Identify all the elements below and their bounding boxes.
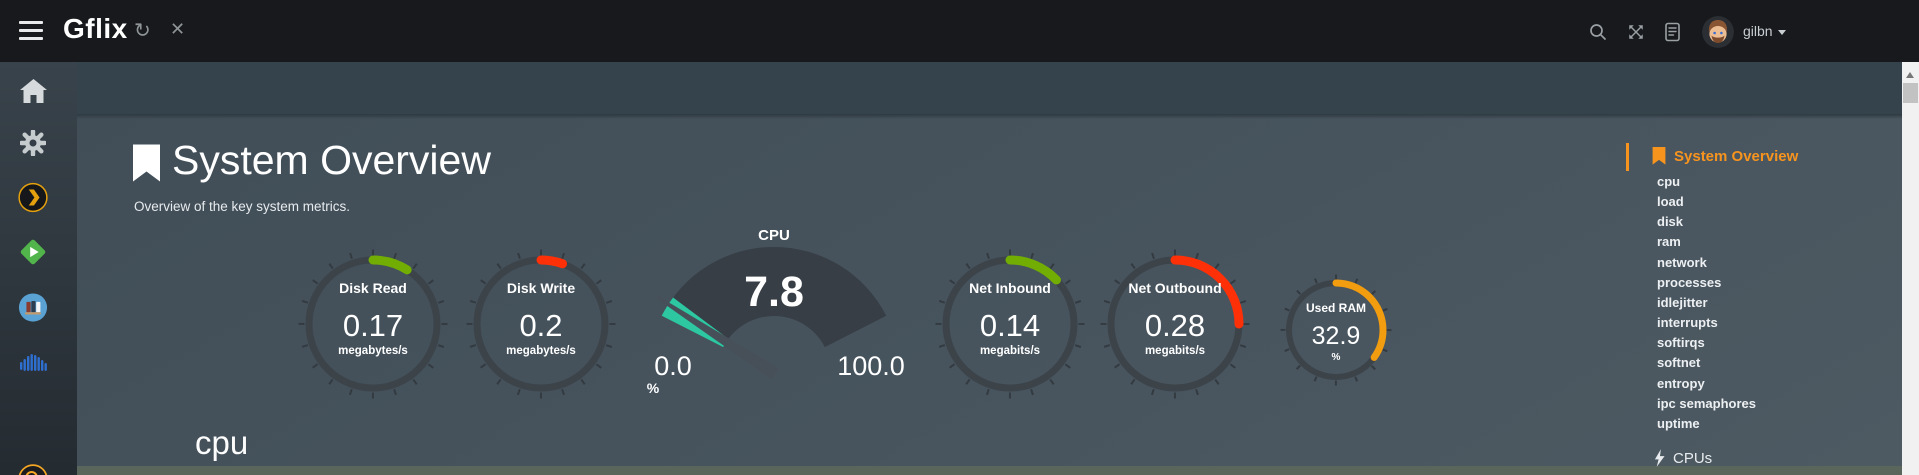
search-app-icon[interactable] xyxy=(18,464,48,475)
menu-item-softnet[interactable]: softnet xyxy=(1657,355,1701,371)
close-icon[interactable]: ✕ xyxy=(170,19,186,39)
gauge-title: Disk Read xyxy=(339,280,407,296)
gauge-net-outbound[interactable]: Net Outbound 0.28 megabits/s xyxy=(1095,244,1255,404)
app-sidebar xyxy=(0,62,77,475)
soundwave-cloud-app-icon[interactable] xyxy=(18,347,48,377)
gauge-value: 0.2 xyxy=(519,308,563,343)
library-app-icon[interactable] xyxy=(18,292,48,322)
app-logo[interactable]: Gflix xyxy=(63,13,128,44)
gauge-title: Net Inbound xyxy=(969,280,1051,296)
fullscreen-icon[interactable] xyxy=(1627,23,1645,41)
lightning-icon xyxy=(1654,449,1665,467)
menu-item-network[interactable]: network xyxy=(1657,254,1707,270)
menu-sub-label: CPUs xyxy=(1673,449,1713,467)
chart-top-edge xyxy=(77,466,1902,475)
gauge-used-ram[interactable]: Used RAM 32.9 % xyxy=(1276,270,1396,390)
gauge-title: CPU xyxy=(758,227,790,244)
caret-down-icon xyxy=(1777,29,1786,35)
menu-item-system-overview[interactable]: System Overview xyxy=(1652,147,1798,166)
bookmark-icon xyxy=(1652,147,1666,165)
gauge-disk-read-dial xyxy=(298,249,448,399)
top-app-bar: Gflix ↻ ✕ xyxy=(0,0,1919,62)
emby-app-icon[interactable] xyxy=(18,237,48,267)
page-title: System Overview xyxy=(172,137,491,183)
gauge-title: Net Outbound xyxy=(1128,280,1222,296)
scrollbar-up-arrow[interactable] xyxy=(1906,72,1914,78)
gauge-net-inbound[interactable]: Net Inbound 0.14 megabits/s xyxy=(930,244,1090,404)
menu-item-ipc-semaphores[interactable]: ipc semaphores xyxy=(1657,395,1756,411)
gauge-unit: megabytes/s xyxy=(506,345,576,357)
navbar-shadow xyxy=(77,114,1902,119)
bookmark-icon xyxy=(133,144,160,182)
gauge-value: 0.28 xyxy=(1144,308,1206,343)
hamburger-menu-icon[interactable] xyxy=(19,21,43,40)
menu-item-cpus[interactable]: CPUs xyxy=(1654,449,1712,467)
gauge-unit: megabits/s xyxy=(1144,345,1206,357)
menu-item-softirqs[interactable]: softirqs xyxy=(1657,335,1705,351)
settings-gear-icon[interactable] xyxy=(18,128,48,158)
gauge-min-label: 0.0 xyxy=(654,351,692,381)
menu-item-ram[interactable]: ram xyxy=(1657,234,1681,250)
gauge-used-ram-dial xyxy=(1280,274,1392,386)
menu-item-entropy[interactable]: entropy xyxy=(1657,375,1705,391)
gauge-title: Used RAM xyxy=(1305,301,1366,315)
gauge-value: 0.17 xyxy=(342,308,404,343)
menu-item-interrupts[interactable]: interrupts xyxy=(1657,315,1718,331)
gauge-unit: % xyxy=(646,380,660,396)
active-section-indicator xyxy=(1626,143,1629,171)
menu-item-disk[interactable]: disk xyxy=(1657,214,1684,230)
gauge-unit: megabytes/s xyxy=(338,345,408,357)
news-icon[interactable] xyxy=(1664,22,1682,42)
page-scrollbar[interactable] xyxy=(1902,62,1919,475)
gauge-unit: % xyxy=(1331,352,1341,363)
user-menu[interactable]: gilbn xyxy=(1743,23,1786,39)
scrollbar-thumb[interactable] xyxy=(1903,83,1918,103)
gauge-disk-write[interactable]: Disk Write 0.2 megabytes/s xyxy=(461,244,621,404)
home-icon[interactable] xyxy=(18,76,48,106)
gauge-value: 7.8 xyxy=(744,268,804,316)
menu-item-idlejitter[interactable]: idlejitter xyxy=(1657,294,1708,310)
gauge-max-label: 100.0 xyxy=(837,351,905,381)
gauge-net-inbound-dial xyxy=(935,249,1085,399)
dashboard-navbar: my-netdata Nostromo Alarms 3 Settings xyxy=(0,62,1902,163)
gauge-disk-write-dial xyxy=(466,249,616,399)
gauge-unit: megabits/s xyxy=(979,345,1041,357)
menu-active-label: System Overview xyxy=(1674,148,1799,165)
gauge-title: Disk Write xyxy=(506,280,576,296)
plex-app-icon[interactable] xyxy=(18,182,48,212)
gauge-disk-read[interactable]: Disk Read 0.17 megabytes/s xyxy=(293,244,453,404)
gauge-value: 32.9 xyxy=(1311,322,1361,350)
main-content xyxy=(77,114,1902,475)
section-heading-cpu: cpu xyxy=(195,424,249,461)
section-menu: cpu load disk ram network processes idle… xyxy=(1657,172,1756,434)
search-icon[interactable] xyxy=(1589,23,1607,41)
refresh-icon[interactable]: ↻ xyxy=(134,20,151,42)
menu-item-uptime[interactable]: uptime xyxy=(1657,415,1700,431)
page-subtitle: Overview of the key system metrics. xyxy=(134,199,351,214)
avatar[interactable] xyxy=(1702,16,1734,48)
menu-item-processes[interactable]: processes xyxy=(1657,274,1722,290)
avatar-face xyxy=(1702,16,1734,48)
gauge-net-outbound-dial xyxy=(1100,249,1250,399)
gauge-cpu-dial[interactable] xyxy=(624,213,924,393)
menu-item-cpu[interactable]: cpu xyxy=(1657,174,1681,189)
gauge-value: 0.14 xyxy=(979,308,1041,343)
menu-item-load[interactable]: load xyxy=(1657,194,1684,210)
username-label: gilbn xyxy=(1743,23,1773,39)
